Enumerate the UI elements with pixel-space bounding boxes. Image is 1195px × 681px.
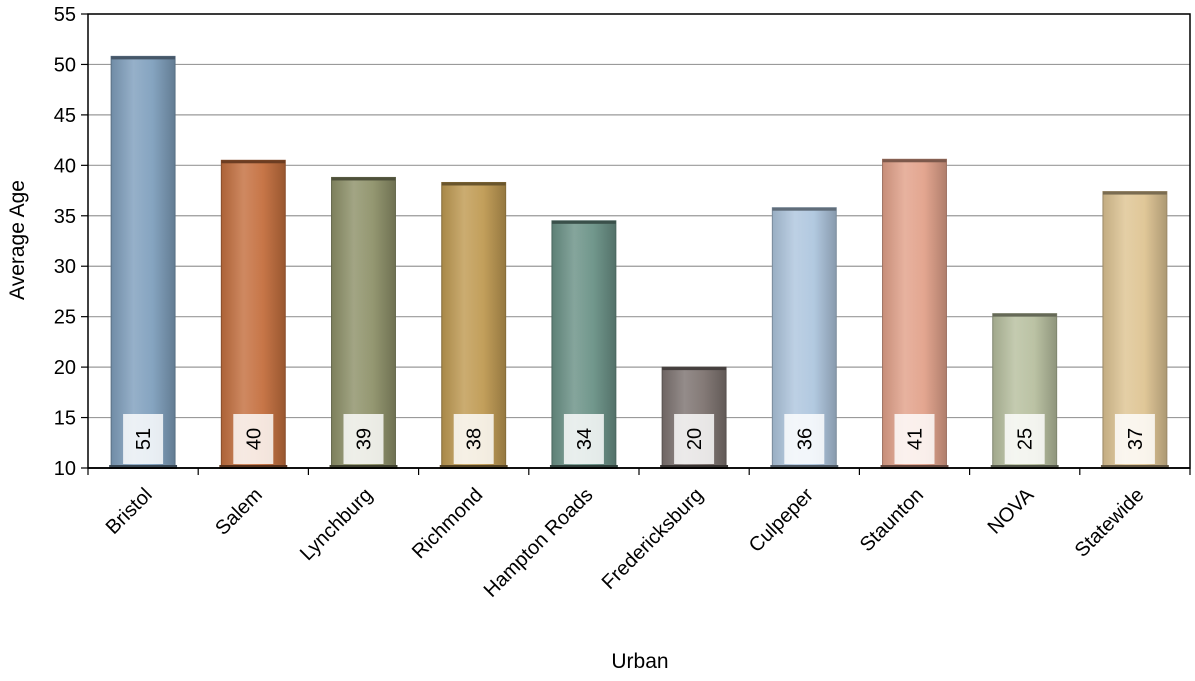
y-tick-label: 30 [54, 256, 76, 278]
x-category-label: Staunton [856, 484, 928, 556]
y-tick-label: 40 [54, 155, 76, 177]
x-category-label: Fredericksburg [598, 484, 708, 594]
bar-cap [662, 367, 727, 371]
bar-cap [441, 182, 506, 186]
y-tick-label: 35 [54, 206, 76, 228]
data-label-box [1004, 414, 1045, 464]
bar-base [109, 465, 178, 469]
data-labels: 51 40 39 38 34 20 36 41 25 37 [123, 414, 1155, 464]
data-label: 51 [133, 428, 155, 450]
x-category-label: Statewide [1071, 484, 1149, 562]
data-label-box [453, 414, 494, 464]
data-label-box [343, 414, 384, 464]
x-category-label: Culpeper [745, 484, 818, 557]
bar-cap [551, 220, 616, 224]
y-tick-labels: 10 15 20 25 30 35 40 45 50 55 [54, 4, 76, 480]
data-label: 20 [684, 428, 706, 450]
y-tick-label: 15 [54, 408, 76, 430]
y-tick-label: 55 [54, 4, 76, 26]
bar-base [439, 465, 508, 469]
bar-cap [331, 177, 396, 181]
bar-bristol [109, 55, 178, 469]
x-axis-title: Urban [611, 650, 668, 673]
bar-base [660, 465, 729, 469]
bar-base [549, 465, 618, 469]
data-label-box [123, 414, 164, 464]
bars [109, 55, 1169, 469]
bar-cap [111, 56, 176, 60]
y-tick-label: 10 [54, 458, 76, 480]
x-category-label: Richmond [408, 484, 487, 563]
bar-base [770, 465, 839, 469]
x-category-label: Lynchburg [296, 484, 377, 565]
bar-base [219, 465, 288, 469]
bar [110, 55, 176, 469]
bar-cap [882, 159, 947, 163]
data-label-box [894, 414, 935, 464]
y-axis-title: Average Age [6, 180, 29, 300]
y-tick-label: 20 [54, 357, 76, 379]
bar-cap [221, 160, 286, 164]
bar-base [990, 465, 1059, 469]
data-label: 37 [1125, 428, 1147, 450]
y-tick-label: 45 [54, 105, 76, 127]
axes [81, 13, 1191, 475]
x-category-label: NOVA [984, 484, 1039, 539]
data-label: 41 [905, 428, 927, 450]
bar-base [1100, 465, 1169, 469]
bar-base [329, 465, 398, 469]
x-category-label: Salem [211, 484, 267, 540]
x-category-label: Hampton Roads [480, 484, 598, 602]
data-label: 39 [354, 428, 376, 450]
bar-cap [992, 313, 1057, 317]
data-label: 36 [794, 428, 816, 450]
data-label: 25 [1015, 428, 1037, 450]
bar-cap [772, 207, 837, 211]
bar-base [880, 465, 949, 469]
data-label: 38 [464, 428, 486, 450]
data-label-box [233, 414, 274, 464]
data-label-box [563, 414, 604, 464]
data-label-box [674, 414, 715, 464]
data-label-box [1114, 414, 1155, 464]
x-category-label: Bristol [102, 484, 157, 539]
y-tick-label: 50 [54, 54, 76, 76]
bar-cap [1102, 191, 1167, 195]
data-label: 40 [243, 428, 265, 450]
data-label-box [784, 414, 825, 464]
data-label: 34 [574, 428, 596, 450]
y-tick-label: 25 [54, 307, 76, 329]
